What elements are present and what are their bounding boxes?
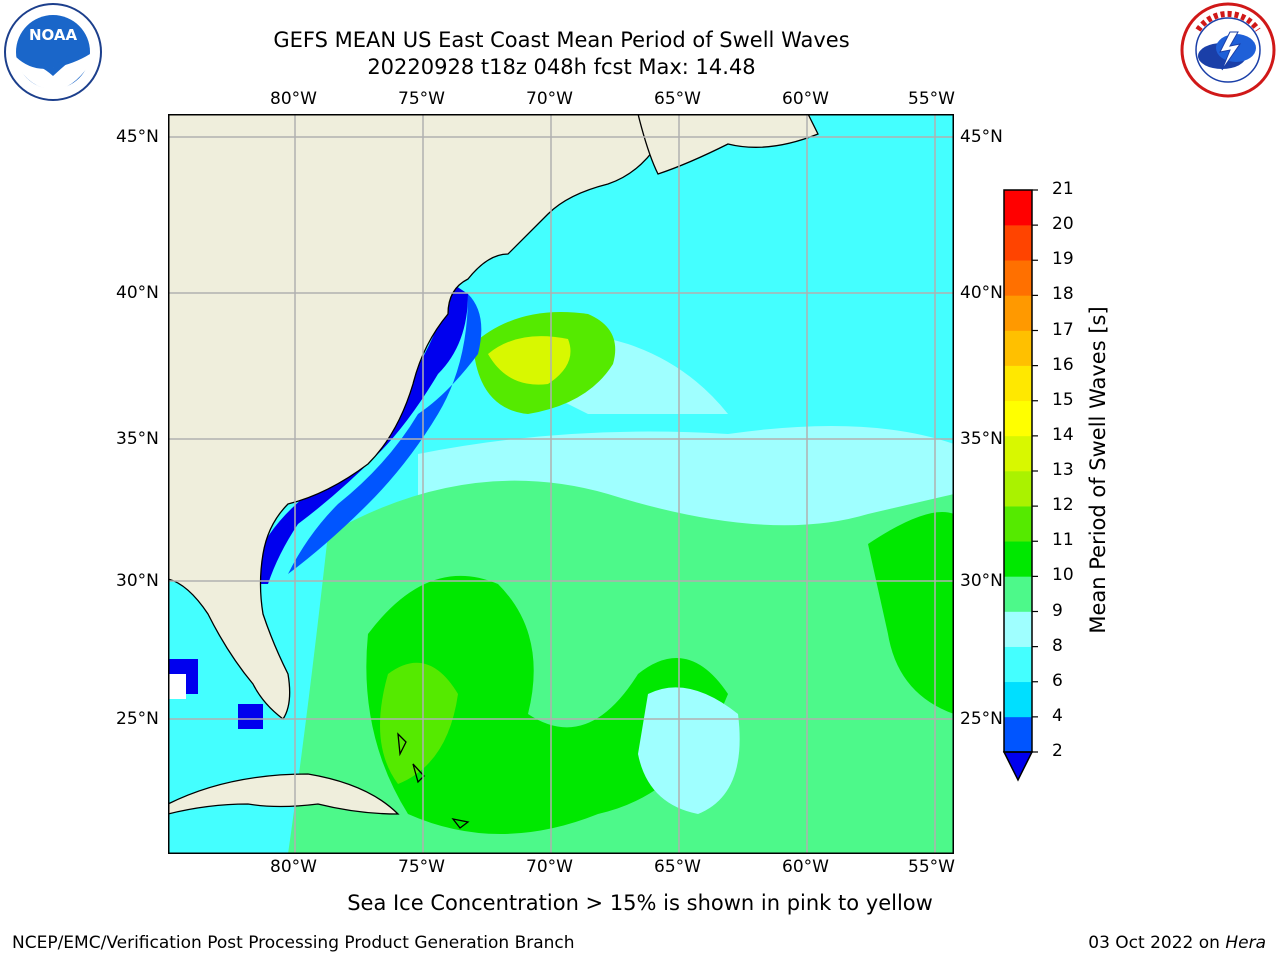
colorbar-segment [1004,716,1032,753]
colorbar-segment [1004,225,1032,261]
lat-label-left-25n: 25°N [116,709,159,729]
colorbar-segment [1004,681,1032,718]
colorbar-segment [1004,400,1032,437]
cuba-land [168,773,400,815]
lat-label-right-45n: 45°N [960,127,1003,147]
lon-label-top-65w: 65°W [654,89,701,109]
colorbar-tick-label: 16 [1052,354,1074,375]
colorbar-tick-label: 17 [1052,319,1074,340]
colorbar-tick-label: 6 [1052,670,1063,691]
noaa-logo: NOAA [4,3,102,101]
us-east-coast-land [168,114,699,720]
colorbar-segment [1004,365,1032,402]
colorbar-segment [1004,190,1032,226]
lon-label-bottom-70w: 70°W [526,857,573,877]
colorbar-tick-label: 11 [1052,530,1074,551]
noaa-logo-text: NOAA [29,26,78,44]
colorbar [1002,189,1038,782]
lat-label-right-35n: 35°N [960,429,1003,449]
colorbar-tick-label: 10 [1052,565,1074,586]
footer-date: 03 Oct 2022 on Hera [1088,933,1266,953]
lat-label-left-35n: 35°N [116,429,159,449]
colorbar-segment [1004,506,1032,542]
lon-label-bottom-65w: 65°W [654,857,701,877]
lon-label-top-60w: 60°W [782,89,829,109]
colorbar-segment [1004,435,1032,472]
colorbar-segment [1004,330,1032,366]
footer-host: Hera [1225,933,1266,953]
colorbar-tick-label: 21 [1052,179,1074,199]
lat-label-left-45n: 45°N [116,127,159,147]
colorbar-tick-label: 20 [1052,214,1074,235]
swell-region-under-2s [248,284,468,584]
colorbar-segment [1004,611,1032,647]
lon-label-top-55w: 55°W [908,89,955,109]
footer-organization: NCEP/EMC/Verification Post Processing Pr… [12,933,575,953]
colorbar-tick-label: 19 [1052,249,1074,270]
colorbar-segment [1004,646,1032,683]
graticule [168,114,954,854]
lon-label-top-75w: 75°W [398,89,445,109]
lon-label-bottom-75w: 75°W [398,857,445,877]
colorbar-tick-label: 12 [1052,495,1074,516]
colorbar-tick-label: 13 [1052,460,1074,480]
colorbar-title: Mean Period of Swell Waves [s] [1086,306,1110,634]
colorbar-tick-label: 15 [1052,389,1074,410]
lon-label-bottom-80w: 80°W [270,857,317,877]
colorbar-tick-label: 4 [1052,705,1063,726]
sea-ice-caption: Sea Ice Concentration > 15% is shown in … [347,891,933,915]
footer-date-text: 03 Oct 2022 on [1088,933,1220,953]
colorbar-under-arrow [1002,751,1034,782]
colorbar-tick-label: 9 [1052,600,1063,621]
nws-logo [1180,2,1276,98]
lon-label-top-80w: 80°W [270,89,317,109]
colorbar-segment [1004,295,1032,331]
lat-label-right-40n: 40°N [960,283,1003,303]
lat-label-left-40n: 40°N [116,283,159,303]
colorbar-tick-label: 2 [1052,741,1063,761]
colorbar-segment [1004,260,1032,296]
lat-label-right-30n: 30°N [960,571,1003,591]
colorbar-tick-label: 18 [1052,284,1074,305]
lat-label-right-25n: 25°N [960,709,1003,729]
canada-maritimes-land [637,114,819,175]
colorbar-tick-label: 8 [1052,635,1063,656]
lon-label-bottom-55w: 55°W [908,857,955,877]
colorbar-tick-label: 14 [1052,424,1074,445]
lat-label-left-30n: 30°N [116,571,159,591]
lon-label-top-70w: 70°W [526,89,573,109]
lon-label-bottom-60w: 60°W [782,857,829,877]
swell-region-10-11s [366,575,728,834]
colorbar-segment [1004,541,1032,577]
map-title: GEFS MEAN US East Coast Mean Period of S… [273,28,850,52]
colorbar-segment [1004,471,1032,507]
map-subtitle: 20220928 t18z 048h fcst Max: 14.48 [367,55,756,79]
swell-period-map [168,114,954,854]
colorbar-segment [1004,576,1032,612]
